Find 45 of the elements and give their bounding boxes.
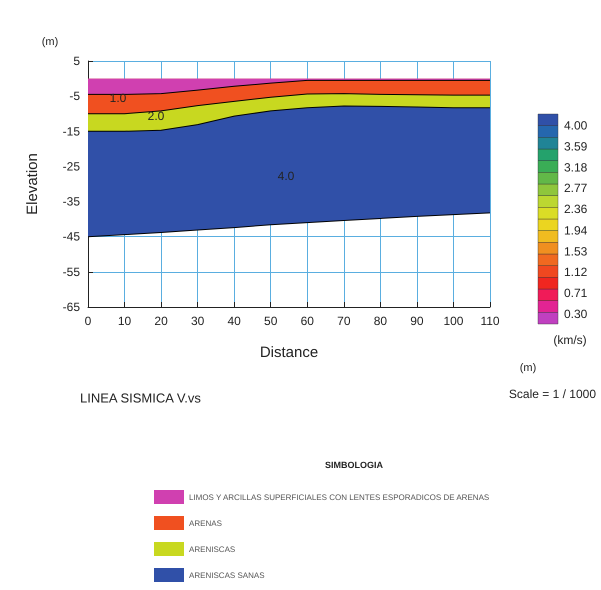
color-bar-label: 2.77: [564, 181, 588, 196]
y-tick-label: -55: [62, 264, 80, 279]
y-tick-label: -45: [62, 230, 80, 244]
x-tick-label: 40: [228, 314, 242, 328]
y-tick-label: -5: [69, 89, 80, 104]
color-bar-label: 0.30: [564, 306, 588, 321]
text: (m): [42, 36, 58, 48]
x-axis-title: Distance: [260, 344, 318, 361]
x-tick-label: 50: [264, 314, 278, 328]
color-bar-label: 1.53: [564, 244, 588, 258]
annotation: 2.0: [148, 109, 165, 123]
annotation: 4.0: [278, 169, 295, 183]
annotation: 1.0: [110, 91, 127, 105]
legend-title: SIMBOLOGIA: [324, 460, 384, 470]
color-bar-label: 3.18: [564, 160, 588, 174]
y-tick-label: -35: [62, 194, 80, 209]
color-bar-label: 2.36: [564, 202, 588, 216]
legend-label: ARENISCAS SANAS: [189, 570, 265, 580]
legend-label: ARENISCAS: [189, 544, 236, 554]
x-tick-label: 90: [410, 314, 424, 328]
y-tick-label: -15: [62, 124, 80, 138]
x-tick-label: 30: [190, 314, 205, 328]
color-bar-label: 3.59: [564, 140, 588, 154]
color-bar-title: (km/s): [553, 333, 587, 347]
y-tick-label: 5: [73, 54, 80, 68]
color-bar-label: 4.00: [564, 118, 588, 133]
x-tick-label: 100: [443, 314, 464, 328]
y-tick-label: -65: [62, 300, 80, 314]
color-bar-label: 1.12: [564, 265, 588, 280]
text: LINEA SISMICA V.vs: [80, 390, 202, 406]
text: (m): [520, 362, 536, 374]
x-tick-label: 20: [154, 314, 168, 328]
color-bar-label: 1.94: [564, 223, 588, 238]
x-tick-label: 110: [480, 314, 500, 328]
text: Scale = 1 / 1000: [508, 387, 596, 401]
color-bar-label: 0.71: [564, 286, 588, 300]
x-tick-label: 10: [118, 314, 132, 328]
y-tick-label: -25: [62, 159, 80, 174]
x-tick-label: 80: [374, 314, 388, 328]
x-tick-label: 0: [84, 314, 92, 328]
y-axis-title: Elevation: [24, 153, 41, 215]
x-tick-label: 60: [300, 314, 314, 328]
x-tick-label: 70: [337, 314, 351, 328]
legend-label: ARENAS: [189, 518, 222, 528]
legend-label: LIMOS Y ARCILLAS SUPERFICIALES CON LENTES ESPORADICOS DE ARENAS: [189, 492, 490, 502]
